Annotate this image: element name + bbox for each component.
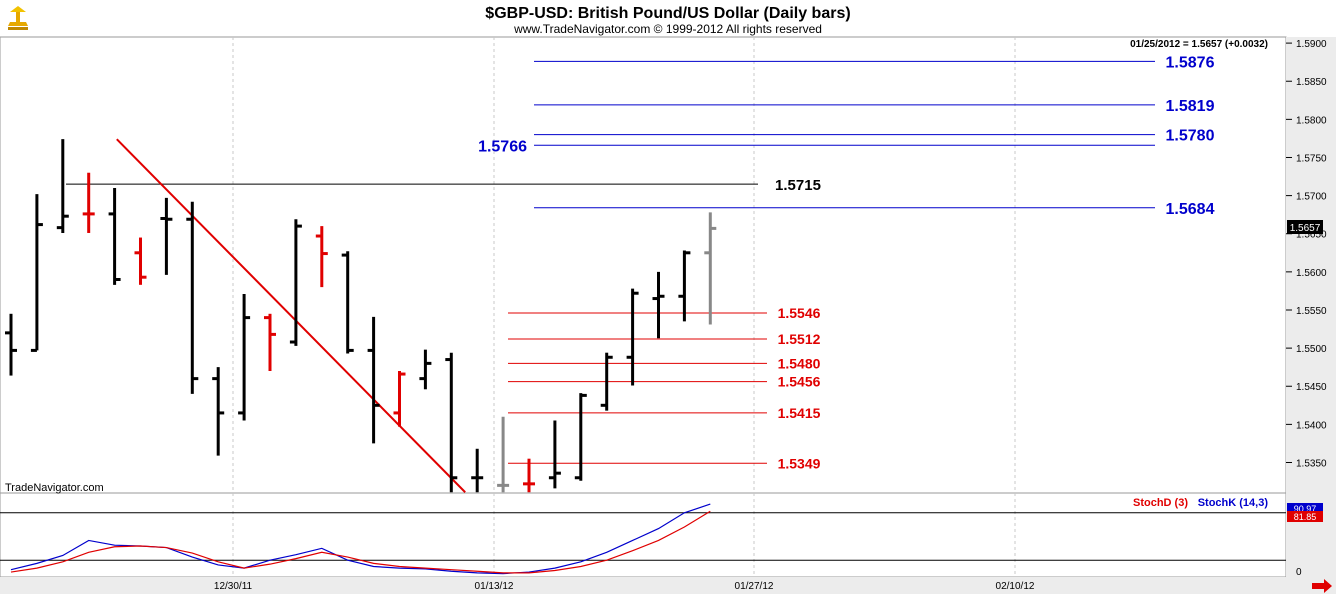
price-bar xyxy=(626,288,639,386)
blue-level-label: 1.5780 xyxy=(1166,128,1215,145)
x-tick-label: 12/30/11 xyxy=(214,581,253,592)
level-lines: 1.5876 1.5819 1.5780 1.5766 1.5684 1.5715 1.55… xyxy=(66,54,1215,471)
tradenavigator-logo xyxy=(4,4,32,32)
stochk-line xyxy=(10,503,711,575)
price-bar xyxy=(212,367,225,456)
price-bar xyxy=(600,352,613,411)
y-tick-label: 1.5700 xyxy=(1296,192,1327,203)
price-bar xyxy=(523,458,535,493)
price-axis: 1.59001.58501.58001.57501.57001.56501.56… xyxy=(1286,39,1327,469)
price-bar xyxy=(548,420,561,489)
stochk-label: StochK (14,3) xyxy=(1198,497,1269,509)
stochd-line xyxy=(10,510,711,574)
y-tick-label: 1.5800 xyxy=(1296,115,1327,126)
price-bar xyxy=(56,139,69,233)
trendline xyxy=(116,138,466,493)
stochk-value: 90.97 xyxy=(1294,504,1317,514)
scroll-right-icon[interactable] xyxy=(1312,579,1332,593)
red-level-label: 1.5480 xyxy=(778,355,821,371)
price-bar xyxy=(341,251,354,354)
blue-level-label: 1.5876 xyxy=(1166,54,1215,71)
y-tick-label: 1.5900 xyxy=(1296,39,1327,50)
red-level-label: 1.5546 xyxy=(778,305,821,321)
y-tick-label: 1.5750 xyxy=(1296,153,1327,164)
blue-level-label: 1.5766 xyxy=(478,138,527,155)
price-bar xyxy=(393,370,406,427)
price-bar xyxy=(704,212,717,325)
x-tick-label: 01/13/12 xyxy=(475,581,514,592)
black-level-label: 1.5715 xyxy=(775,177,821,194)
price-bars xyxy=(5,139,717,493)
price-bar xyxy=(315,226,328,288)
price-bar xyxy=(108,187,121,285)
stochd-value-tag xyxy=(1287,511,1323,522)
price-bar xyxy=(264,313,276,371)
price-bar xyxy=(471,448,484,493)
stochd-label: StochD (3) xyxy=(1133,497,1188,509)
date-axis-panel xyxy=(0,577,1336,594)
price-bar xyxy=(574,393,587,481)
stochd-value: 81.85 xyxy=(1294,512,1317,522)
price-bar xyxy=(134,237,147,285)
price-bar xyxy=(289,219,302,346)
chart-title: $GBP-USD: British Pound/US Dollar (Daily… xyxy=(485,5,850,22)
red-level-label: 1.5512 xyxy=(778,331,821,347)
price-bar xyxy=(5,313,17,376)
y-tick-label: 1.5650 xyxy=(1296,230,1327,241)
last-price-label: 1.5657 xyxy=(1290,223,1321,234)
red-level-label: 1.5349 xyxy=(778,455,821,471)
quote-readout: 01/25/2012 = 1.5657 (+0.0032) xyxy=(1130,39,1268,50)
stoch-zero-label: 0 xyxy=(1296,567,1302,578)
price-bar xyxy=(186,201,199,394)
price-bar xyxy=(160,197,173,275)
stochk-value-tag xyxy=(1287,503,1323,514)
price-axis-panel xyxy=(1286,37,1336,577)
y-tick-label: 1.5850 xyxy=(1296,77,1327,88)
y-tick-label: 1.5550 xyxy=(1296,306,1327,317)
red-level-label: 1.5456 xyxy=(778,374,821,390)
price-bar xyxy=(678,250,691,322)
date-axis: 12/30/11 01/13/12 01/27/12 02/10/12 xyxy=(214,581,1035,592)
copyright-text: www.TradeNavigator.com © 1999-2012 All r… xyxy=(513,22,822,36)
y-tick-label: 1.5500 xyxy=(1296,344,1327,355)
price-bar xyxy=(367,316,380,444)
price-bar xyxy=(30,194,43,352)
price-bar xyxy=(82,172,95,233)
x-tick-label: 02/10/12 xyxy=(996,581,1035,592)
price-bar xyxy=(238,293,251,421)
price-bar xyxy=(445,352,458,493)
last-price-tag xyxy=(1287,220,1323,234)
plot-frame xyxy=(0,36,1287,578)
stochastic-panel xyxy=(0,503,1286,575)
trend-line xyxy=(116,138,466,493)
blue-level-label: 1.5684 xyxy=(1166,201,1215,218)
price-bar xyxy=(497,416,510,493)
grid xyxy=(232,37,1016,577)
x-tick-label: 01/27/12 xyxy=(735,581,774,592)
y-tick-label: 1.5600 xyxy=(1296,268,1327,279)
price-bar xyxy=(419,349,432,390)
blue-level-label: 1.5819 xyxy=(1166,98,1215,115)
price-bar xyxy=(652,271,665,339)
y-tick-label: 1.5450 xyxy=(1296,382,1327,393)
y-tick-label: 1.5400 xyxy=(1296,420,1327,431)
red-level-label: 1.5415 xyxy=(778,405,821,421)
y-tick-label: 1.5350 xyxy=(1296,458,1327,469)
watermark: TradeNavigator.com xyxy=(5,482,104,494)
